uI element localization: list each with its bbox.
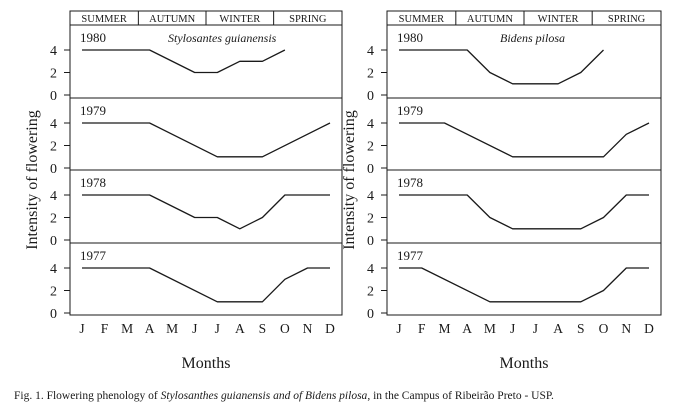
flowering-line-1980 xyxy=(399,49,604,85)
year-label-1977: 1977 xyxy=(80,248,107,263)
year-label-1979: 1979 xyxy=(397,103,423,118)
y-tick-label: 0 xyxy=(367,89,374,104)
y-tick-label: 4 xyxy=(50,44,57,59)
year-label-1977: 1977 xyxy=(397,248,424,263)
season-label-summer: SUMMER xyxy=(399,14,445,25)
species-label: Bidens pilosa xyxy=(500,31,565,45)
x-axis-title: Months xyxy=(500,355,549,372)
year-label-1978: 1978 xyxy=(397,175,423,190)
y-tick-label: 2 xyxy=(50,140,57,155)
y-tick-label: 2 xyxy=(367,67,374,82)
month-label: J xyxy=(533,321,538,336)
month-label: J xyxy=(192,321,197,336)
flowering-line-1977 xyxy=(399,267,649,303)
y-tick-label: 4 xyxy=(50,117,57,132)
y-tick-label: 4 xyxy=(367,44,374,59)
y-tick-label: 4 xyxy=(50,189,57,204)
y-tick-label: 2 xyxy=(367,140,374,155)
y-tick-label: 4 xyxy=(50,262,57,277)
month-label: J xyxy=(215,321,220,336)
flowering-line-1979 xyxy=(399,122,650,158)
month-label: N xyxy=(303,321,313,336)
month-label: A xyxy=(145,321,155,336)
year-label-1979: 1979 xyxy=(80,103,106,118)
y-tick-label: 2 xyxy=(50,212,57,227)
year-label-1978: 1978 xyxy=(80,175,106,190)
month-label: F xyxy=(418,321,426,336)
month-label: M xyxy=(166,321,178,336)
y-axis-title: Intensity of flowering xyxy=(341,110,358,250)
year-label-1980: 1980 xyxy=(397,30,423,45)
figure-caption: Fig. 1. Flowering phenology of Stylosant… xyxy=(14,390,674,402)
month-label: D xyxy=(644,321,654,336)
flowering-line-1978 xyxy=(399,194,649,230)
month-label: M xyxy=(484,321,496,336)
x-axis-title: Months xyxy=(182,355,231,372)
month-label: A xyxy=(462,321,472,336)
caption-suffix: , in the Campus of Ribeirão Preto - USP. xyxy=(367,390,554,402)
month-label: J xyxy=(79,321,84,336)
flowering-line-1978 xyxy=(82,194,330,230)
y-tick-label: 2 xyxy=(50,67,57,82)
month-label: O xyxy=(280,321,290,336)
y-tick-label: 0 xyxy=(367,307,374,322)
season-label-summer: SUMMER xyxy=(81,14,127,25)
y-tick-label: 2 xyxy=(367,212,374,227)
year-label-1980: 1980 xyxy=(80,30,106,45)
y-tick-label: 4 xyxy=(367,262,374,277)
month-label: M xyxy=(121,321,133,336)
season-label-winter: WINTER xyxy=(538,14,579,25)
season-label-spring: SPRING xyxy=(608,14,646,25)
month-label: A xyxy=(235,321,245,336)
month-label: S xyxy=(259,321,267,336)
month-label: M xyxy=(438,321,450,336)
month-label: J xyxy=(396,321,401,336)
flowering-line-1980 xyxy=(82,49,286,74)
flowering-line-1977 xyxy=(82,267,330,303)
y-tick-label: 0 xyxy=(50,89,57,104)
y-tick-label: 0 xyxy=(367,162,374,177)
month-label: F xyxy=(101,321,109,336)
month-label: N xyxy=(621,321,631,336)
y-tick-label: 4 xyxy=(367,117,374,132)
y-tick-label: 2 xyxy=(367,285,374,300)
y-tick-label: 2 xyxy=(50,285,57,300)
month-label: O xyxy=(599,321,609,336)
species-label: Stylosantes guianensis xyxy=(168,31,277,45)
y-tick-label: 0 xyxy=(367,234,374,249)
flowering-line-1979 xyxy=(82,122,331,158)
season-label-autumn: AUTUMN xyxy=(467,14,513,25)
season-label-winter: WINTER xyxy=(219,14,260,25)
y-tick-label: 0 xyxy=(50,162,57,177)
season-label-autumn: AUTUMN xyxy=(149,14,195,25)
y-axis-title: Intensity of flowering xyxy=(24,110,41,250)
season-label-spring: SPRING xyxy=(289,14,327,25)
caption-species: Stylosanthes guianensis and of Bidens pi… xyxy=(160,390,368,402)
month-label: S xyxy=(577,321,585,336)
caption-prefix: Fig. 1. Flowering phenology of xyxy=(14,390,161,402)
y-tick-label: 0 xyxy=(50,234,57,249)
month-label: A xyxy=(553,321,563,336)
month-label: D xyxy=(325,321,335,336)
y-tick-label: 0 xyxy=(50,307,57,322)
y-tick-label: 4 xyxy=(367,189,374,204)
month-label: J xyxy=(510,321,515,336)
